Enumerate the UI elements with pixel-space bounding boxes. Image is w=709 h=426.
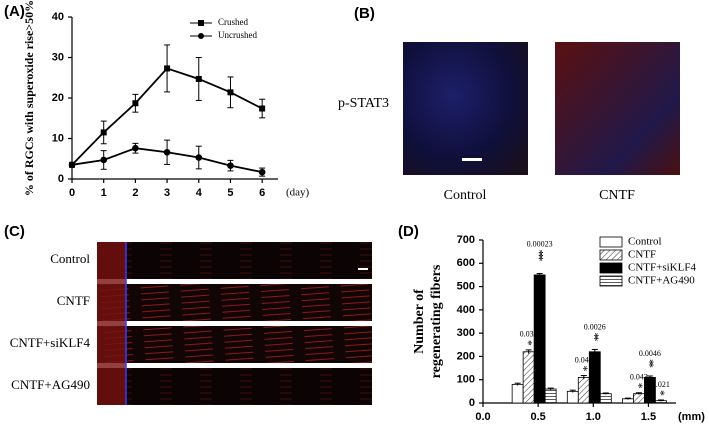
legend-label: CNTF — [628, 249, 656, 261]
row-label: CNTF+AG490 — [11, 377, 90, 392]
y-tick-label: 500 — [457, 280, 475, 292]
bar — [588, 351, 601, 404]
y-tick-label: 40 — [52, 11, 64, 23]
micrograph — [97, 368, 372, 405]
bar — [533, 274, 546, 404]
y-tick-label: 0 — [469, 397, 475, 409]
marker — [132, 144, 139, 152]
panel-label: (C) — [4, 223, 25, 240]
marker — [195, 154, 203, 161]
strip-images — [97, 242, 372, 405]
x-tick-label: 0.0 — [475, 411, 490, 423]
marker — [164, 65, 171, 72]
y-tick-label: 20 — [52, 92, 64, 104]
marker — [227, 162, 234, 169]
y-tick-label: 300 — [457, 327, 475, 339]
p-value: 0.021 — [652, 380, 670, 389]
p-value: 0.00023 — [527, 239, 553, 248]
p-value: 0.0046 — [639, 349, 661, 358]
crush-site — [97, 242, 126, 405]
y-axis-label: regenerating fibers — [429, 264, 444, 378]
x-tick-label: 0.5 — [530, 411, 545, 423]
row-label: Control — [50, 251, 90, 266]
micrograph — [403, 42, 528, 175]
y-tick-label: 600 — [457, 257, 475, 269]
y-tick-label: 100 — [457, 374, 475, 386]
legend-marker — [198, 33, 204, 39]
micrograph — [555, 42, 680, 175]
x-tick-label: 2 — [132, 187, 138, 199]
y-tick-label: 30 — [52, 51, 64, 63]
bar — [566, 390, 579, 404]
marker — [100, 156, 107, 164]
scale-bar — [462, 158, 482, 161]
legend-swatch — [599, 249, 623, 261]
marker — [258, 168, 266, 176]
x-tick-label: 0 — [69, 187, 75, 199]
marker — [68, 161, 76, 169]
significance-stars: *** — [533, 250, 547, 262]
significance-stars: ** — [588, 332, 602, 341]
legend-label: Uncrushed — [218, 30, 257, 40]
p-value: 0.032 — [520, 330, 538, 339]
row-label: p-STAT3 — [338, 96, 389, 111]
marker — [259, 105, 266, 112]
micrograph — [97, 284, 372, 321]
p-value: 0.0026 — [584, 322, 606, 331]
x-axis-label: (day) — [286, 187, 310, 199]
marker — [163, 148, 171, 156]
panel-label: (B) — [354, 5, 375, 22]
x-tick-label: 5 — [227, 187, 233, 199]
legend-marker — [198, 20, 204, 26]
legend-swatch — [599, 236, 623, 248]
bar — [577, 376, 590, 404]
bar — [544, 388, 557, 404]
legend-swatch — [599, 262, 623, 274]
legend-label: CNTF+siKLF4 — [628, 262, 696, 274]
row-label: CNTF — [57, 293, 90, 308]
x-axis-label: (mm) — [678, 411, 705, 423]
image-caption: CNTF — [599, 188, 635, 203]
bar — [633, 393, 645, 404]
significance-stars: * — [522, 340, 536, 346]
marker — [227, 89, 234, 96]
y-tick-label: 400 — [457, 304, 475, 316]
image-caption: Control — [444, 188, 487, 203]
panel-label: (D) — [398, 223, 419, 240]
y-axis-label: % of RGCs with superoxide rise>50% — [22, 0, 36, 196]
p-value: 0.041 — [575, 355, 593, 364]
marker — [195, 75, 202, 82]
row-label: CNTF+siKLF4 — [10, 335, 91, 350]
y-tick-label: 200 — [457, 350, 475, 362]
x-tick-label: 4 — [196, 187, 203, 199]
significance-stars: * — [577, 366, 591, 372]
legend-label: CNTF+AG490 — [628, 275, 695, 287]
x-tick-label: 1 — [101, 187, 107, 199]
bar — [511, 383, 524, 404]
significance-stars: * — [632, 383, 646, 389]
marker — [100, 129, 107, 136]
panel-label: (A) — [4, 3, 25, 20]
y-tick-label: 700 — [457, 234, 475, 246]
y-axis-label: Number of — [412, 289, 427, 354]
x-tick-label: 1.0 — [586, 411, 601, 423]
micrograph — [97, 326, 372, 363]
legend-swatch — [599, 275, 623, 287]
legend-label: Crushed — [218, 17, 248, 27]
significance-stars: ** — [643, 359, 657, 368]
x-tick-label: 1.5 — [641, 411, 656, 423]
significance-stars: * — [654, 390, 668, 396]
y-tick-label: 0 — [58, 173, 64, 185]
y-tick-label: 10 — [52, 132, 64, 144]
bar — [599, 393, 612, 404]
micrograph — [97, 242, 372, 279]
bar — [522, 351, 535, 404]
legend-label: Control — [628, 236, 662, 248]
x-tick-label: 6 — [259, 187, 265, 199]
x-tick-label: 3 — [164, 187, 170, 199]
p-value: 0.043 — [630, 373, 648, 382]
scale-bar — [358, 268, 368, 270]
marker — [132, 100, 139, 107]
